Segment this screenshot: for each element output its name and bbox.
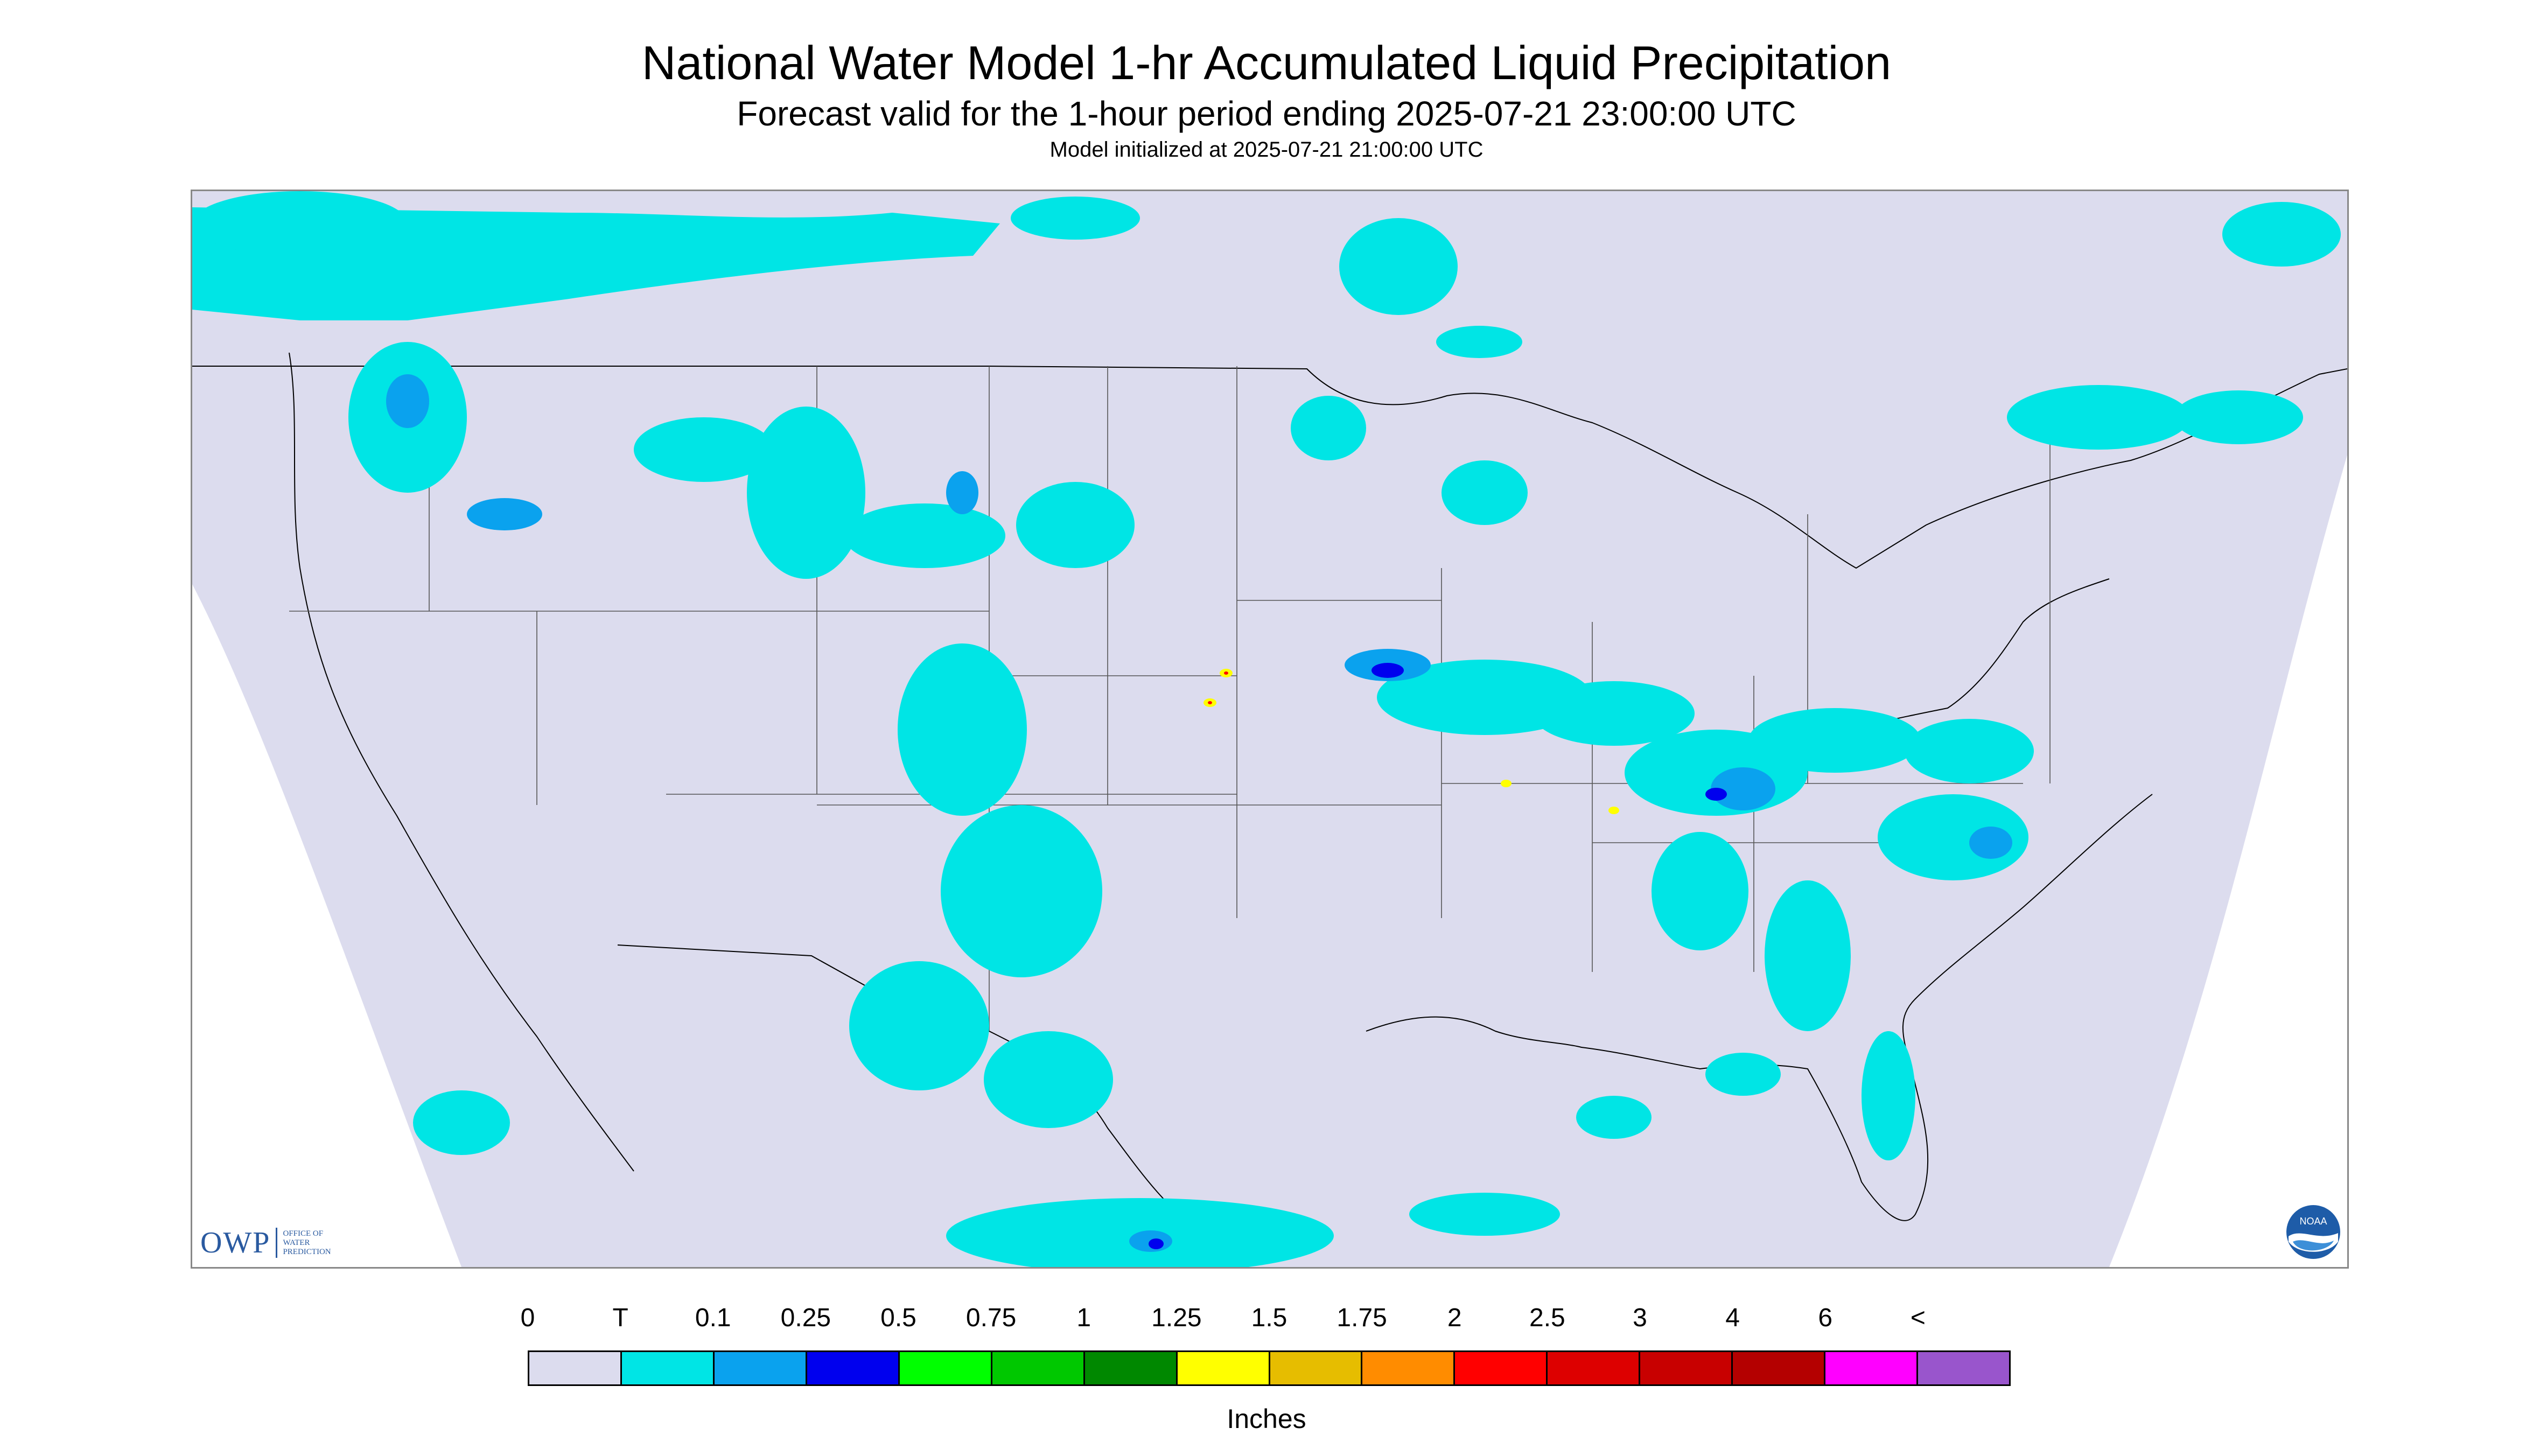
legend-tick-label: 0.5	[880, 1304, 916, 1332]
model-domain	[192, 191, 2347, 1267]
legend-units: Inches	[1227, 1404, 1306, 1434]
legend-tick-label: 1.5	[1251, 1304, 1288, 1332]
precip-extreme	[1208, 671, 1228, 704]
legend-swatch	[992, 1352, 1085, 1384]
precip-heavy	[1149, 663, 1727, 1249]
legend-swatch	[1548, 1352, 1641, 1384]
legend-swatch	[714, 1352, 807, 1384]
precip-light-trace	[192, 191, 2341, 1267]
legend-swatch	[807, 1352, 900, 1384]
legend-tick-label: 2.5	[1529, 1304, 1565, 1332]
legend-tick-label: 3	[1633, 1304, 1647, 1332]
owp-logo: OWP OFFICE OF WATER PREDICTION	[200, 1226, 331, 1260]
legend-tick-label: 4	[1725, 1304, 1740, 1332]
legend-swatch	[1084, 1352, 1178, 1384]
legend-swatch	[1640, 1352, 1733, 1384]
legend-swatch	[1918, 1352, 2009, 1384]
legend-tick-label: 0.75	[965, 1304, 1017, 1332]
map-subtitle: Forecast valid for the 1-hour period end…	[737, 94, 1796, 133]
model-init-time: Model initialized at 2025-07-21 21:00:00…	[1049, 138, 1484, 162]
owp-logo-abbrev: OWP	[200, 1226, 271, 1259]
legend-swatch	[899, 1352, 992, 1384]
map-canvas	[192, 191, 2347, 1267]
legend-swatch	[1733, 1352, 1826, 1384]
precipitation-map	[191, 190, 2349, 1269]
legend-tick-label: 1.75	[1337, 1304, 1387, 1332]
owp-logo-name: OFFICE OF WATER PREDICTION	[283, 1229, 331, 1256]
legend-tick-label: 0	[520, 1304, 535, 1332]
precip-legend: 0 T 0.1 0.25 0.5 0.75 1 1.25 1.5 1.75 2 2.5 3 4 6 <	[521, 1303, 2011, 1386]
legend-tick-label: 0.1	[695, 1304, 731, 1332]
legend-tick-label: 1	[1076, 1304, 1091, 1332]
legend-labels: 0 T 0.1 0.25 0.5 0.75 1 1.25 1.5 1.75 2 2.5 3 4 6 <	[521, 1303, 2011, 1341]
svg-text:NOAA: NOAA	[2299, 1216, 2327, 1227]
noaa-logo: NOAA	[2286, 1205, 2340, 1259]
legend-swatch	[1455, 1352, 1548, 1384]
legend-swatch	[1362, 1352, 1456, 1384]
legend-swatch	[529, 1352, 622, 1384]
legend-colorbar	[528, 1350, 2011, 1386]
legend-swatch	[1270, 1352, 1363, 1384]
map-title: National Water Model 1-hr Accumulated Li…	[641, 36, 1892, 89]
legend-tick-label: 1.25	[1151, 1304, 1202, 1332]
legend-tick-label: 6	[1818, 1304, 1833, 1332]
legend-swatch	[621, 1352, 715, 1384]
legend-tick-label: 0.25	[780, 1304, 831, 1332]
legend-tick-label: T	[612, 1304, 628, 1332]
legend-swatch	[1825, 1352, 1919, 1384]
legend-tick-label: <	[1910, 1304, 1926, 1332]
legend-swatch	[1177, 1352, 1270, 1384]
legend-tick-label: 2	[1447, 1304, 1462, 1332]
